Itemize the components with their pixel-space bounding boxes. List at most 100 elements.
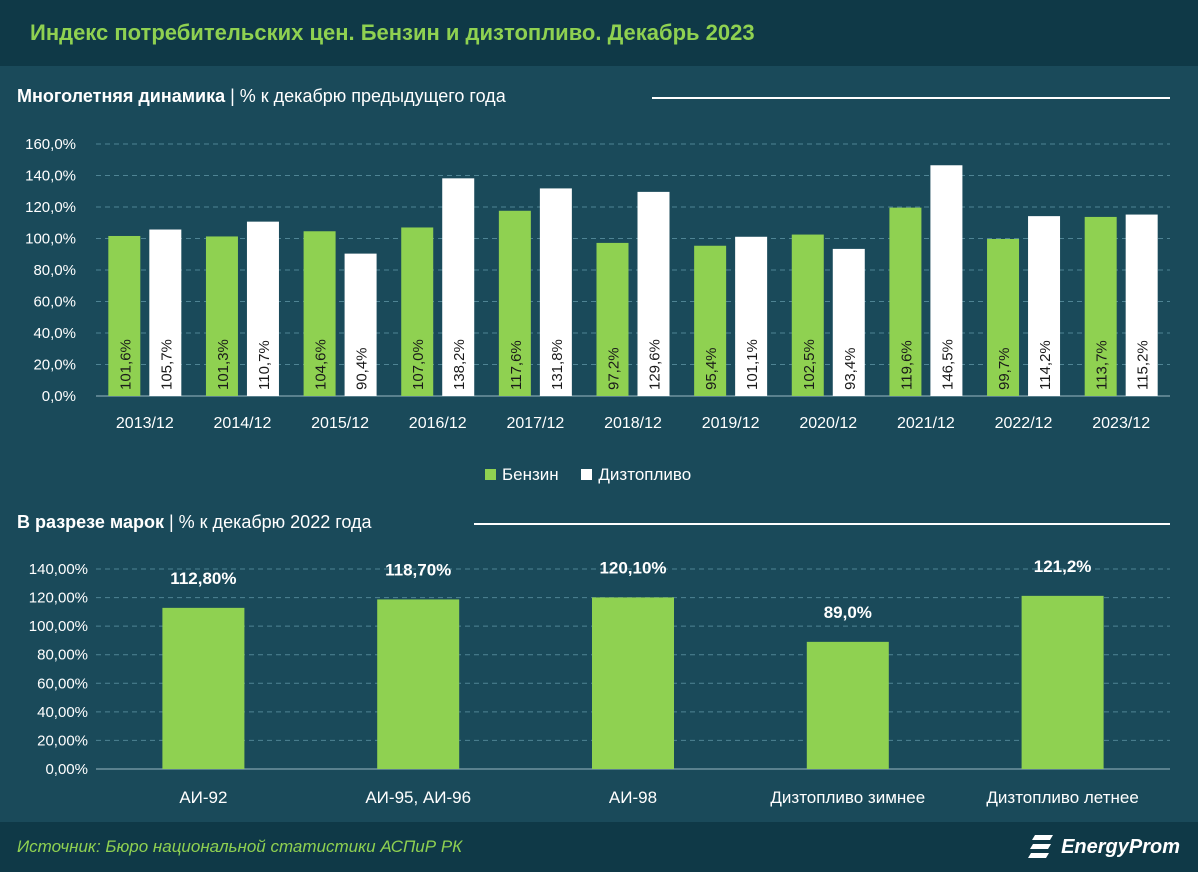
bar-benzin-2016-12 (401, 227, 434, 396)
logo: EnergyProm (1027, 832, 1180, 864)
y-tick-label: 60,00% (37, 675, 88, 692)
bar-аи-95-аи-96 (377, 599, 460, 769)
bar-diesel-2014-12 (246, 221, 279, 396)
bar-diesel-2023-12 (1125, 214, 1158, 396)
data-label: 89,0% (824, 603, 872, 622)
section-title-dynamics-rest: | % к декабрю предыдущего года (225, 86, 506, 106)
y-tick-label: 100,0% (25, 231, 76, 248)
bar-benzin-2018-12 (596, 242, 629, 396)
y-tick-label: 20,00% (37, 732, 88, 749)
x-tick-label: 2018/12 (604, 415, 662, 432)
page-title: Индекс потребительских цен. Бензин и диз… (30, 20, 755, 45)
section-title-brands-rest: | % к декабрю 2022 года (164, 512, 372, 532)
data-label: 117,6% (508, 340, 525, 390)
x-tick-label: 2022/12 (995, 415, 1053, 432)
bar-diesel-2015-12 (344, 253, 377, 396)
x-tick-label: АИ-95, АИ-96 (365, 788, 471, 807)
data-label: 97,2% (606, 347, 623, 390)
bar-benzin-2014-12 (205, 236, 238, 396)
bar-diesel-2016-12 (442, 178, 475, 396)
data-label: 129,6% (647, 339, 664, 390)
bar-diesel-2013-12 (149, 229, 182, 396)
legend-item-benzin: Бензин (485, 465, 559, 485)
y-tick-label: 40,0% (33, 325, 76, 342)
chart-dynamics: 0,0% 20,0% 40,0% 60,0% 80,0% 100,0% 120,0% 140,… (25, 136, 1170, 432)
y-tick-label: 140,0% (25, 168, 76, 185)
y-tick-label: 80,00% (37, 647, 88, 664)
bar-аи-92 (162, 607, 245, 769)
y-tick-label: 60,0% (33, 294, 76, 311)
x-tick-label: 2021/12 (897, 415, 955, 432)
x-tick-label: АИ-98 (609, 788, 657, 807)
data-label: 105,7% (158, 339, 175, 390)
bar-аи-98 (592, 597, 674, 769)
section-rule-brands (474, 523, 1170, 525)
y-tick-label: 80,0% (33, 262, 76, 279)
bar-дизтопливо-зимнее (806, 641, 889, 769)
data-label: 107,0% (410, 339, 427, 390)
x-tick-label: Дизтопливо зимнее (770, 788, 925, 807)
y-tick-label: 140,00% (29, 561, 88, 578)
data-label: 90,4% (354, 347, 371, 390)
x-tick-label: Дизтопливо летнее (986, 788, 1138, 807)
y-tick-label: 120,00% (29, 590, 88, 607)
logo-text: EnergyProm (1061, 835, 1180, 858)
y-tick-label: 0,0% (42, 388, 76, 405)
bar-benzin-2013-12 (108, 235, 141, 396)
data-label: 99,7% (996, 347, 1013, 390)
legend-swatch-diesel (581, 469, 593, 480)
legend-item-diesel: Дизтопливо (581, 465, 691, 485)
data-label: 146,5% (939, 339, 956, 390)
data-label: 104,6% (313, 339, 330, 390)
data-label: 115,2% (1135, 340, 1152, 390)
x-tick-label: 2017/12 (506, 415, 564, 432)
data-label: 95,4% (703, 347, 720, 390)
data-label: 114,2% (1037, 340, 1054, 390)
legend-swatch-benzin (485, 469, 496, 480)
x-tick-label: 2015/12 (311, 415, 369, 432)
data-label: 120,10% (599, 558, 666, 577)
header-band: Индекс потребительских цен. Бензин и диз… (0, 0, 1198, 66)
data-label: 118,70% (385, 560, 451, 579)
chart-brands: 0,00% 20,00% 40,00% 60,00% 80,00% 100,00% 120,… (29, 557, 1170, 807)
y-tick-label: 0,00% (45, 761, 88, 778)
y-tick-label: 120,0% (25, 199, 76, 216)
y-tick-label: 20,0% (33, 357, 76, 374)
x-tick-label: 2023/12 (1092, 415, 1150, 432)
bar-diesel-2021-12 (930, 165, 963, 396)
bar-benzin-2015-12 (303, 231, 336, 396)
bar-diesel-2020-12 (832, 248, 865, 396)
data-label: 101,6% (117, 339, 134, 390)
x-tick-label: АИ-92 (179, 788, 227, 807)
bar-diesel-2022-12 (1028, 216, 1061, 396)
section-rule-dynamics (652, 97, 1170, 99)
x-tick-label: 2013/12 (116, 415, 174, 432)
data-label: 112,80% (170, 569, 236, 588)
data-label: 101,1% (744, 339, 761, 390)
data-label: 131,8% (549, 339, 566, 390)
section-title-dynamics: Многолетняя динамика | % к декабрю преды… (17, 86, 506, 110)
bar-benzin-2022-12 (987, 238, 1020, 396)
x-tick-label: 2014/12 (214, 415, 272, 432)
bar-benzin-2017-12 (498, 210, 531, 396)
bar-дизтопливо-летнее (1021, 595, 1104, 769)
data-label: 101,3% (215, 339, 232, 390)
bar-benzin-2021-12 (889, 207, 922, 396)
y-tick-label: 160,0% (25, 136, 76, 153)
x-tick-label: 2019/12 (702, 415, 760, 432)
data-label: 93,4% (842, 347, 859, 390)
x-tick-label: 2016/12 (409, 415, 467, 432)
logo-mark-icon (1027, 835, 1053, 858)
data-label: 119,6% (898, 340, 915, 390)
bar-benzin-2019-12 (694, 245, 727, 396)
section-title-dynamics-bold: Многолетняя динамика (17, 86, 226, 106)
section-title-brands-bold: В разрезе марок (17, 512, 164, 532)
data-label: 113,7% (1094, 340, 1111, 390)
bar-benzin-2023-12 (1084, 216, 1117, 396)
bar-benzin-2020-12 (791, 234, 824, 396)
bar-diesel-2017-12 (539, 188, 572, 396)
y-tick-label: 100,00% (29, 618, 88, 635)
y-tick-label: 40,00% (37, 704, 88, 721)
footer-band: Источник: Бюро национальной статистики А… (0, 822, 1198, 872)
legend-label-benzin: Бензин (502, 465, 559, 484)
